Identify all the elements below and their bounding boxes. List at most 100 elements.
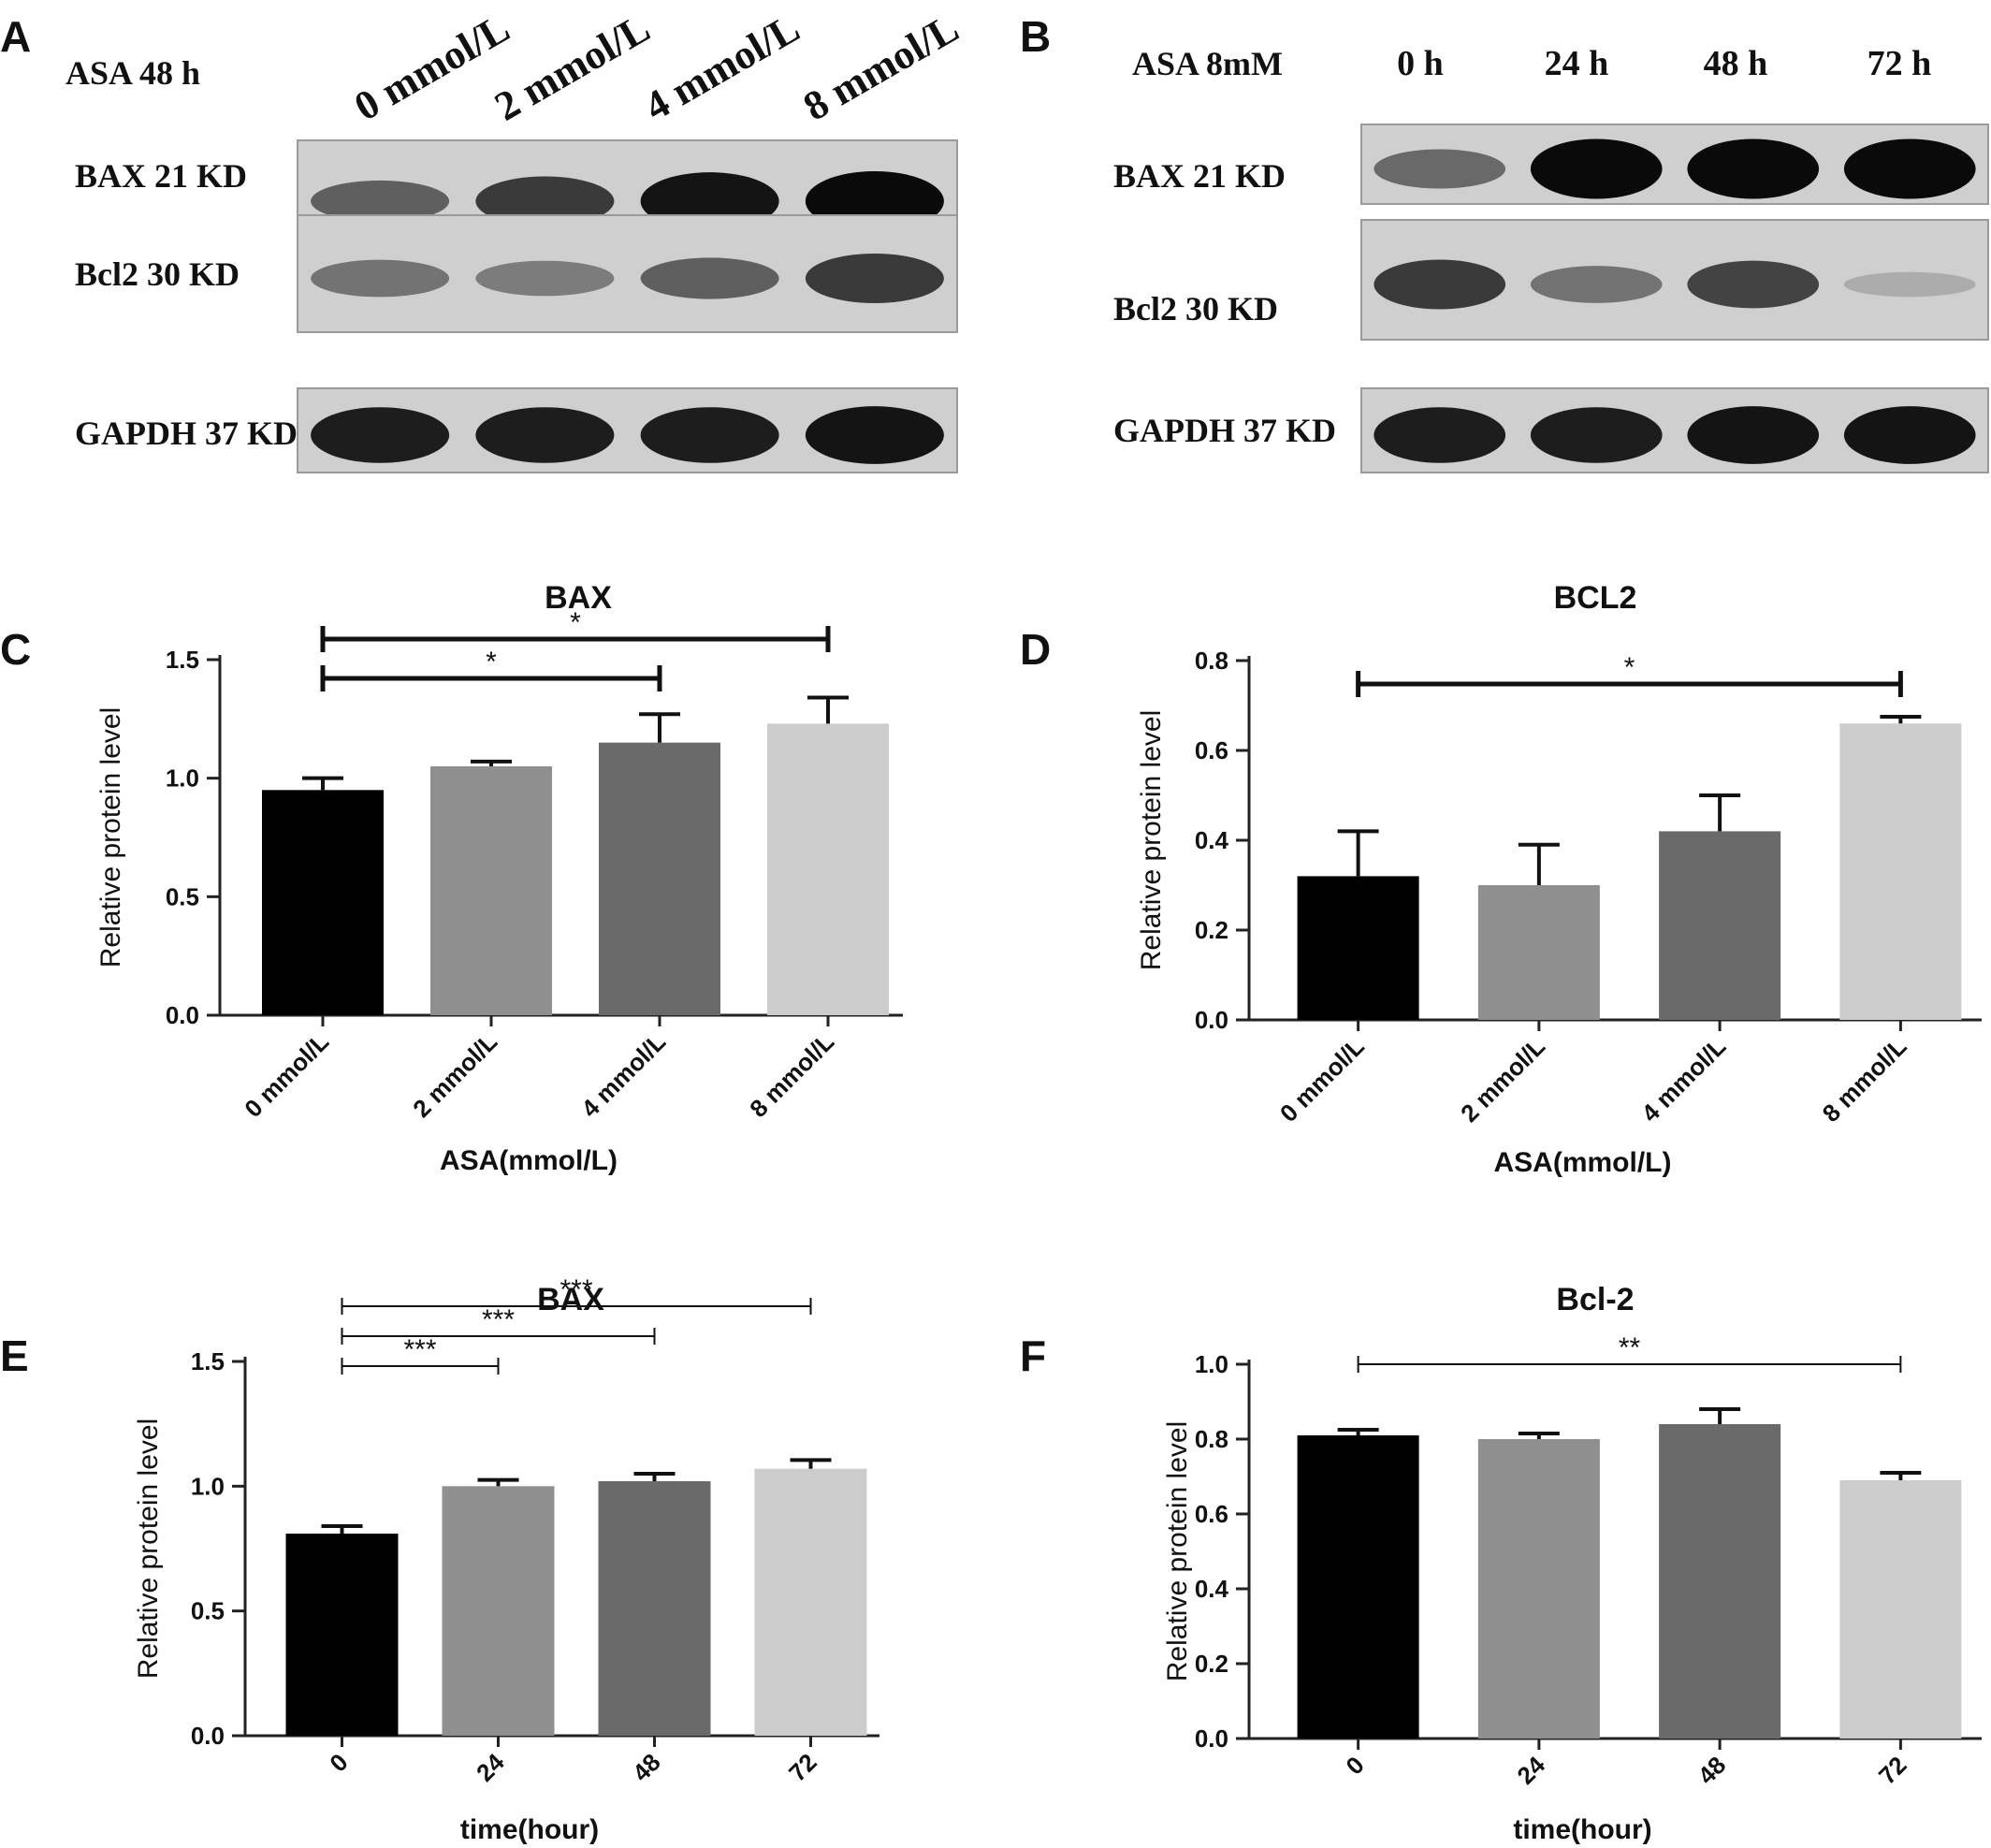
bar [442, 1486, 555, 1736]
significance-label: * [570, 607, 581, 638]
significance-label: *** [560, 1274, 592, 1305]
y-tick-label: 0.0 [166, 1001, 199, 1029]
significance-label: *** [403, 1334, 436, 1365]
y-tick-label: 0.6 [1195, 1500, 1228, 1528]
blot-band [1373, 407, 1506, 463]
blot-band [805, 254, 944, 303]
chart-title: Bcl-2 [1556, 1282, 1634, 1317]
y-tick-label: 0.2 [1195, 1650, 1228, 1678]
bar [754, 1468, 867, 1736]
blot-header: ASA 8mM [1132, 45, 1283, 82]
y-tick-label: 1.0 [166, 764, 199, 793]
blot-band [1843, 271, 1976, 298]
x-tick-label: 48 [1693, 1751, 1732, 1790]
significance-label: * [1624, 652, 1635, 683]
y-axis-label: Relative protein level [95, 707, 126, 968]
chart-panel-f: F Bcl-2 0.0 0.2 0.4 0.6 0.8 1.0 Relative protein… [1020, 1282, 1982, 1845]
y-tick-label: 0.5 [166, 882, 199, 910]
blot-row-label: BAX 21 KD [1113, 157, 1286, 195]
blot-row-label: BAX 21 KD [75, 157, 247, 195]
blot-header: ASA 48 h [65, 54, 200, 92]
blot-band [311, 180, 450, 223]
lane-label: 8 mmol/L [796, 5, 966, 129]
x-tick-label: 0 mmol/L [239, 1027, 334, 1123]
x-tick-label: 0 [1340, 1751, 1369, 1780]
panel-letter: A [0, 12, 31, 61]
blot-band [1687, 406, 1820, 464]
x-tick-label: 2 mmol/L [407, 1027, 502, 1123]
y-tick-label: 1.0 [1195, 1350, 1228, 1378]
x-tick-label: 24 [471, 1748, 510, 1787]
chart-title: BAX [545, 580, 612, 616]
bar [599, 742, 720, 1015]
blot-row-label: GAPDH 37 KD [75, 415, 298, 452]
blot-row-label: Bcl2 30 KD [1113, 290, 1278, 327]
bar [1297, 876, 1419, 1020]
bar [598, 1481, 711, 1736]
y-tick-label: 0.5 [191, 1597, 225, 1625]
x-tick-label: 8 mmol/L [1817, 1032, 1912, 1128]
bar [1659, 1424, 1781, 1739]
significance-label: ** [1619, 1332, 1641, 1363]
blot-row-label: Bcl2 30 KD [75, 255, 240, 293]
blot-band [1530, 407, 1663, 463]
y-tick-label: 1.5 [191, 1347, 225, 1375]
blot-band [1687, 138, 1820, 199]
bar [767, 723, 889, 1015]
significance-label: * [486, 647, 497, 677]
x-tick-label: 4 mmol/L [1635, 1032, 1731, 1128]
blot-panel-a: A ASA 48 h 0 mmol/L2 mmol/L4 mmol/L8 mmol/… [0, 5, 966, 473]
x-tick-label: 0 [324, 1748, 353, 1777]
panel-letter: B [1020, 12, 1051, 61]
bar [262, 790, 384, 1015]
y-tick-label: 0.0 [191, 1722, 225, 1750]
x-axis-label: time(hour) [460, 1814, 599, 1845]
lane-label: 0 mmol/L [347, 5, 517, 129]
blot-band [475, 260, 615, 297]
blot-band [640, 407, 779, 463]
bar [1477, 885, 1600, 1020]
blot-band [1687, 260, 1820, 309]
chart-title: BAX [537, 1282, 604, 1317]
y-tick-label: 0.2 [1195, 916, 1228, 944]
bar-charts: C BAX 0.0 0.5 1.0 1.5 Relative protein level 0 … [0, 580, 1982, 1845]
blot-band [311, 259, 450, 298]
bar [1659, 831, 1781, 1020]
lane-label: 48 h [1704, 44, 1768, 83]
bar [1839, 723, 1962, 1020]
y-axis-label: Relative protein level [1136, 710, 1167, 970]
x-tick-label: 8 mmol/L [744, 1027, 839, 1123]
panel-letter: E [0, 1331, 29, 1380]
blot-band [1373, 259, 1506, 310]
x-tick-label: 2 mmol/L [1455, 1032, 1550, 1128]
lane-label: 24 h [1545, 44, 1609, 83]
x-tick-label: 0 mmol/L [1274, 1032, 1370, 1128]
y-tick-label: 0.8 [1195, 1425, 1228, 1453]
y-axis-label: Relative protein level [1162, 1421, 1193, 1681]
blot-band [805, 406, 944, 464]
bar [1839, 1480, 1962, 1739]
blot-band [475, 407, 615, 463]
blot-band [1373, 149, 1506, 189]
blot-band [1843, 138, 1976, 199]
y-tick-label: 0.0 [1195, 1724, 1228, 1753]
panel-letter: D [1020, 625, 1051, 674]
blot-band [640, 257, 779, 299]
bar [1297, 1435, 1419, 1739]
blot-band [1530, 138, 1663, 199]
western-blots: A ASA 48 h 0 mmol/L2 mmol/L4 mmol/L8 mmol/… [0, 5, 1989, 473]
blot-band [475, 176, 615, 226]
blot-row-label: GAPDH 37 KD [1113, 412, 1336, 449]
lane-label: 4 mmol/L [637, 5, 807, 129]
lane-label: 0 h [1397, 44, 1444, 83]
x-tick-label: 24 [1511, 1751, 1550, 1790]
panel-letter: F [1020, 1331, 1046, 1380]
x-tick-label: 72 [783, 1748, 822, 1787]
chart-panel-e: E BAX 0.0 0.5 1.0 1.5 Relative protein level 0 2… [0, 1274, 879, 1845]
y-tick-label: 0.4 [1195, 826, 1229, 854]
significance-label: *** [482, 1304, 515, 1335]
x-axis-label: ASA(mmol/L) [1494, 1147, 1672, 1178]
chart-title: BCL2 [1554, 580, 1637, 616]
bar [1477, 1439, 1600, 1739]
blot-band [1530, 266, 1663, 303]
